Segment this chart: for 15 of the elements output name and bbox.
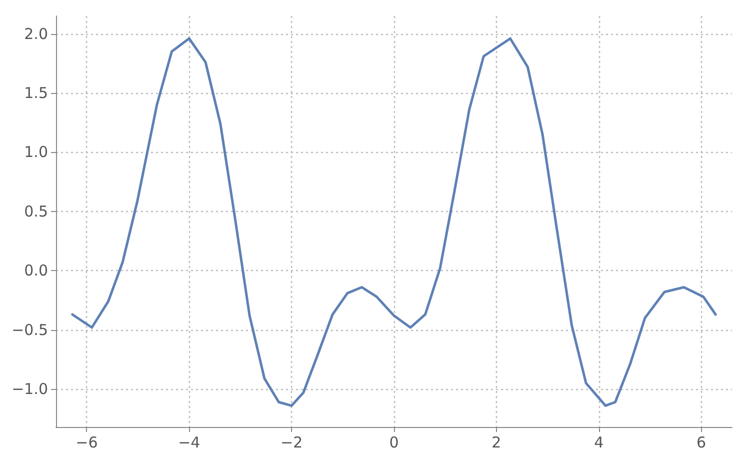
y-tick-label: −0.5 [12, 320, 48, 339]
x-tick-label: −6 [76, 434, 98, 452]
x-tick-label: −4 [178, 434, 200, 452]
y-tick-label: −1.0 [12, 380, 48, 398]
x-tick-label: −2 [280, 434, 303, 452]
y-tick-label: 0.0 [24, 262, 48, 280]
x-tick-label: 4 [594, 434, 604, 452]
x-tick-label: 0 [389, 434, 399, 452]
x-tick-label: 6 [696, 434, 706, 452]
y-tick-label: 1.0 [24, 143, 48, 162]
y-tick-label: 0.5 [24, 202, 48, 220]
x-tick-label: 2 [492, 434, 502, 452]
line-series [71, 37, 717, 407]
y-tick-label: 2.0 [24, 24, 48, 43]
y-tick-label: 1.5 [24, 84, 48, 102]
